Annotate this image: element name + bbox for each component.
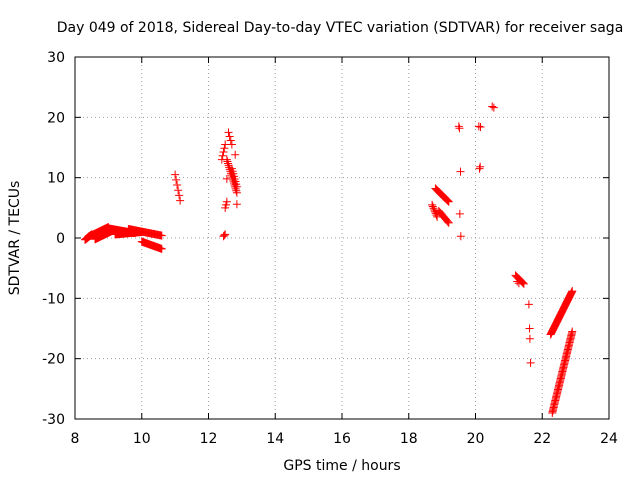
data-point [428, 202, 437, 211]
data-point [171, 170, 180, 179]
y-tick-label: 0 [56, 231, 65, 247]
y-tick-label: 20 [47, 110, 65, 126]
data-point [525, 324, 534, 333]
y-tick-labels: -30 -20 -10 0 10 20 30 [42, 50, 65, 428]
data-point [219, 232, 228, 241]
data-point [173, 181, 182, 190]
data-point [524, 300, 533, 309]
data-point [475, 164, 484, 173]
data-point [172, 175, 181, 184]
data-point [232, 186, 241, 195]
y-tick-label: -20 [42, 352, 65, 368]
x-tick-label: 12 [200, 431, 218, 447]
chart-title: Day 049 of 2018, Sidereal Day-to-day VTE… [57, 20, 624, 36]
x-tick-label: 16 [333, 431, 351, 447]
data-point [488, 102, 497, 111]
data-point [176, 196, 185, 205]
data-point [474, 122, 483, 131]
data-point [444, 197, 453, 206]
data-point [443, 217, 452, 226]
y-tick-label: 30 [47, 50, 65, 66]
ticks [74, 56, 610, 420]
data-point [220, 231, 229, 240]
data-point [222, 155, 231, 164]
data-point [429, 204, 438, 213]
data-point [219, 148, 228, 157]
data-point [525, 334, 534, 343]
data-point [489, 103, 498, 112]
x-tick-labels: 8 10 12 14 16 18 20 22 24 [71, 431, 618, 447]
data-point [223, 157, 232, 166]
data-point [157, 231, 166, 240]
y-axis-label: SDTVAR / TECUs [7, 181, 23, 296]
data-point [433, 212, 442, 221]
data-point [428, 200, 437, 209]
data-point [225, 132, 234, 141]
data-point [222, 197, 231, 206]
x-tick-label: 20 [467, 431, 485, 447]
data-point [514, 279, 523, 288]
data-points [81, 102, 577, 417]
data-point [220, 144, 229, 153]
x-tick-label: 22 [533, 431, 551, 447]
x-tick-label: 10 [133, 431, 151, 447]
data-point [157, 244, 166, 253]
data-point [174, 186, 183, 195]
data-point [526, 358, 535, 367]
data-point [443, 196, 452, 205]
data-point [456, 232, 465, 241]
data-point [226, 136, 235, 145]
x-tick-label: 24 [600, 431, 618, 447]
data-point [455, 209, 464, 218]
y-tick-label: -10 [42, 291, 65, 307]
data-point [232, 182, 241, 191]
data-point [224, 161, 233, 170]
grid [75, 57, 609, 419]
data-point [218, 151, 227, 160]
data-point [221, 230, 230, 239]
x-tick-label: 18 [400, 431, 418, 447]
data-point [476, 122, 485, 131]
y-tick-label: 10 [47, 171, 65, 187]
data-point [444, 218, 453, 227]
data-point [444, 197, 453, 206]
data-point [175, 191, 184, 200]
data-point [568, 327, 577, 336]
data-point [231, 150, 240, 159]
data-point [224, 159, 233, 168]
x-axis-label: GPS time / hours [283, 458, 400, 474]
data-point [224, 128, 233, 137]
data-point [456, 167, 465, 176]
data-point [227, 140, 236, 149]
data-point [476, 162, 485, 171]
data-point [221, 140, 230, 149]
data-point [232, 200, 241, 209]
x-tick-label: 14 [266, 431, 284, 447]
x-tick-label: 8 [71, 431, 80, 447]
data-point [222, 174, 231, 183]
data-point [455, 124, 464, 133]
data-point [519, 279, 528, 288]
data-point [513, 277, 522, 286]
data-point [430, 205, 439, 214]
data-point [568, 287, 577, 296]
data-point [454, 122, 463, 131]
y-tick-label: -30 [42, 412, 65, 428]
